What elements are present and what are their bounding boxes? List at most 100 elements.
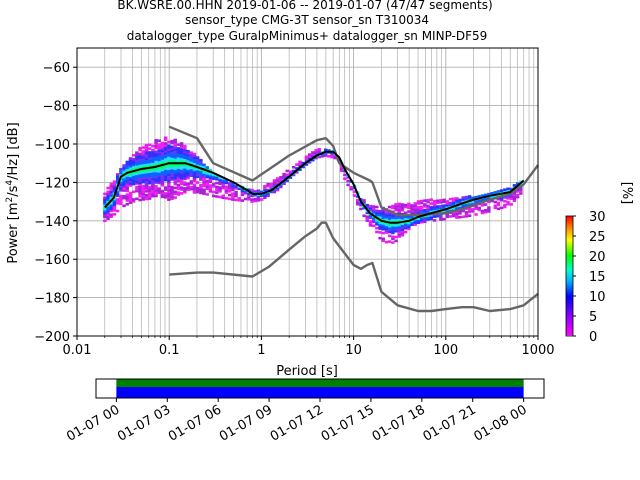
density-cell: [141, 161, 145, 165]
density-cell: [183, 181, 187, 184]
density-cell: [339, 169, 344, 173]
density-cell: [138, 162, 142, 165]
density-cell: [170, 166, 174, 170]
density-cell: [109, 188, 113, 192]
density-cell: [429, 206, 433, 209]
density-cell: [275, 188, 280, 192]
density-cell: [157, 150, 161, 154]
density-cell: [122, 168, 126, 171]
density-cell: [215, 195, 219, 198]
density-cell: [221, 179, 225, 182]
density-cell: [135, 157, 139, 160]
density-cell: [384, 231, 389, 234]
density-cell: [371, 211, 376, 214]
density-cell: [272, 179, 277, 182]
density-cell: [512, 195, 517, 199]
density-cell: [384, 215, 389, 219]
density-cell: [144, 197, 149, 201]
density-cell: [205, 175, 209, 179]
density-cell: [167, 192, 171, 196]
density-cell: [304, 157, 309, 161]
density-cell: [128, 201, 133, 204]
density-cell: [221, 181, 225, 184]
density-cell: [173, 175, 177, 178]
density-cell: [170, 170, 174, 174]
density-cell: [179, 180, 184, 184]
density-cell: [439, 216, 443, 219]
density-cell: [192, 158, 197, 162]
density-cell: [157, 191, 161, 194]
density-cell: [103, 200, 107, 203]
density-cell: [179, 155, 184, 159]
density-cell: [426, 206, 430, 210]
density-cell: [455, 202, 459, 206]
density-cell: [147, 179, 152, 183]
density-cell: [445, 202, 449, 205]
density-cell: [151, 154, 155, 158]
density-cell: [186, 157, 190, 161]
density-cell: [183, 189, 187, 192]
density-cell: [192, 162, 197, 165]
density-cell: [192, 185, 197, 188]
density-cell: [429, 198, 433, 202]
density-cell: [195, 190, 200, 194]
density-cell: [282, 174, 286, 178]
density-cell: [135, 178, 139, 181]
density-cell: [154, 163, 158, 167]
density-cell: [381, 214, 385, 218]
density-cell: [205, 187, 209, 190]
density-cell: [138, 189, 142, 192]
density-cell: [186, 165, 190, 168]
density-cell: [403, 205, 408, 209]
density-cell: [368, 220, 373, 223]
density-cell: [227, 186, 232, 189]
density-cell: [208, 178, 213, 182]
density-cell: [208, 172, 213, 176]
density-cell: [282, 176, 286, 180]
density-cell: [368, 208, 373, 212]
density-cell: [151, 171, 155, 175]
density-cell: [112, 182, 117, 185]
density-cell: [122, 194, 126, 198]
density-cell: [240, 189, 245, 193]
density-cell: [119, 173, 123, 177]
density-cell: [147, 193, 152, 196]
density-cell: [458, 204, 462, 207]
density-cell: [432, 215, 437, 218]
density-cell: [163, 161, 168, 165]
density-cell: [176, 175, 181, 179]
density-cell: [147, 151, 152, 154]
density-cell: [397, 206, 401, 210]
density-cell: [179, 167, 184, 170]
density-cell: [483, 210, 488, 214]
density-cell: [119, 189, 123, 192]
colorbar-tick-label: 0: [589, 330, 597, 345]
density-cell: [474, 205, 478, 209]
density-cell: [167, 146, 171, 150]
density-cell: [381, 231, 385, 235]
density-cell: [147, 153, 152, 156]
density-cell: [394, 216, 398, 220]
density-cell: [384, 223, 389, 227]
density-cell: [512, 197, 517, 201]
density-cell: [323, 154, 328, 157]
density-cell: [211, 185, 216, 188]
density-cell: [103, 219, 107, 223]
density-cell: [455, 210, 459, 214]
density-cell: [275, 181, 280, 184]
density-cell: [439, 199, 443, 202]
density-cell: [490, 192, 494, 195]
density-cell: [170, 197, 174, 201]
density-cell: [352, 190, 357, 193]
density-cell: [240, 199, 245, 202]
density-cell: [423, 210, 427, 214]
density-cell: [151, 187, 155, 190]
x-tick-label: 10: [345, 343, 362, 358]
density-cell: [215, 187, 219, 191]
density-cell: [208, 188, 213, 191]
density-cell: [160, 164, 165, 168]
density-cell: [202, 184, 206, 188]
density-cell: [112, 203, 117, 207]
density-cell: [173, 177, 177, 180]
density-cell: [160, 176, 165, 179]
